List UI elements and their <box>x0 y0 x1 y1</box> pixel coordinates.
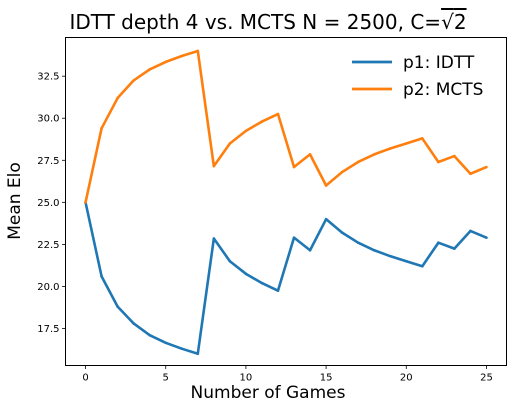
data-point-s1-9 <box>228 259 232 263</box>
data-point-s2-25 <box>485 165 488 169</box>
legend: p1: IDTT p2: MCTS <box>352 53 483 100</box>
data-point-s1-16 <box>340 231 344 234</box>
x-tick-label: 0 <box>82 373 88 384</box>
data-point-s2-11 <box>260 120 264 123</box>
data-point-s2-10 <box>244 129 248 133</box>
data-point-s2-23 <box>453 154 456 158</box>
data-point-s2-21 <box>421 137 424 140</box>
data-point-s1-13 <box>292 236 296 239</box>
y-tick-label: 30.0 <box>37 114 59 125</box>
y-tick-label: 22.5 <box>37 240 59 251</box>
data-point-s1-24 <box>469 229 472 233</box>
data-point-s2-6 <box>180 54 184 58</box>
data-point-s1-14 <box>308 248 312 252</box>
x-axis-label: Number of Games <box>191 383 346 403</box>
data-point-s2-16 <box>340 170 344 174</box>
x-tick-label: 25 <box>480 373 493 384</box>
data-point-s2-19 <box>388 147 392 150</box>
data-point-s1-19 <box>388 254 392 258</box>
data-point-s2-8 <box>212 164 216 168</box>
data-point-s1-20 <box>404 259 408 263</box>
data-point-s1-25 <box>485 236 488 239</box>
data-point-s2-13 <box>292 165 296 169</box>
x-tick-label: 5 <box>163 373 169 384</box>
series-line-1 <box>84 202 487 356</box>
data-point-s1-4 <box>148 333 151 337</box>
data-point-s2-4 <box>148 68 151 71</box>
data-point-s2-0 <box>84 201 87 204</box>
chart-title-radicand: 2 <box>454 10 467 34</box>
x-tick-label: 15 <box>320 373 333 384</box>
data-point-s1-21 <box>421 264 424 268</box>
data-point-s1-22 <box>437 241 440 245</box>
x-axis-ticks: 0 5 10 15 20 25 <box>82 365 493 384</box>
chart-title: IDTT depth 4 vs. MCTS N = 2500, C=√2 <box>69 10 466 34</box>
data-point-s1-2 <box>116 305 119 308</box>
data-point-s1-1 <box>100 275 103 278</box>
data-point-s1-5 <box>164 341 168 345</box>
data-point-s1-15 <box>324 217 328 221</box>
data-point-s2-1 <box>100 127 103 130</box>
y-axis-label: Mean Elo <box>5 162 25 240</box>
data-point-s1-8 <box>212 237 216 240</box>
data-point-s2-7 <box>196 49 200 53</box>
y-tick-label: 25.0 <box>37 198 59 209</box>
data-point-s1-10 <box>244 272 248 276</box>
data-point-s2-14 <box>308 153 312 156</box>
data-point-s2-18 <box>372 153 376 156</box>
data-point-s2-15 <box>324 184 328 187</box>
data-point-s2-22 <box>437 160 440 164</box>
legend-label-1: p1: IDTT <box>403 53 475 73</box>
data-point-s1-23 <box>453 247 456 250</box>
data-point-s2-20 <box>404 142 408 145</box>
chart-title-text: IDTT depth 4 vs. MCTS N = 2500, C= <box>69 10 441 34</box>
plot-frame <box>65 37 507 366</box>
legend-label-2: p2: MCTS <box>403 80 483 100</box>
data-point-s1-3 <box>132 322 135 325</box>
y-tick-label: 32.5 <box>37 72 59 83</box>
series-line-2 <box>84 49 487 203</box>
series-layer <box>84 49 488 356</box>
data-point-s2-9 <box>228 142 232 145</box>
data-point-s2-17 <box>356 160 360 164</box>
data-point-s2-12 <box>276 112 280 116</box>
y-tick-label: 17.5 <box>37 324 59 335</box>
data-point-s1-11 <box>260 281 264 285</box>
data-point-s1-12 <box>276 289 280 292</box>
y-axis-ticks: 17.5 20.0 22.5 25.0 27.5 30.0 32.5 <box>37 72 66 335</box>
y-tick-label: 20.0 <box>37 282 59 293</box>
x-tick-label: 10 <box>240 373 253 384</box>
x-tick-label: 20 <box>400 373 413 384</box>
data-point-s2-24 <box>469 172 472 176</box>
data-point-s2-3 <box>132 79 135 82</box>
data-point-s2-2 <box>116 96 119 100</box>
chart-title-sqrt-symbol: √ <box>441 10 454 34</box>
data-point-s1-18 <box>372 248 376 252</box>
data-point-s1-6 <box>180 347 184 350</box>
data-point-s2-5 <box>164 60 168 64</box>
data-point-s1-7 <box>196 352 200 356</box>
data-point-s1-17 <box>356 241 360 245</box>
y-tick-label: 27.5 <box>37 156 59 167</box>
